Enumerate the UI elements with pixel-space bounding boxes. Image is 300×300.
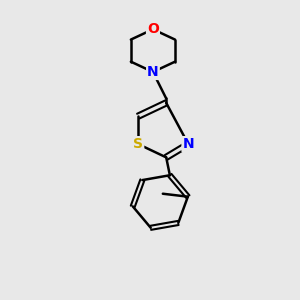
Text: N: N (147, 65, 159, 79)
Text: N: N (182, 137, 194, 151)
Text: O: O (147, 22, 159, 36)
Text: S: S (133, 137, 143, 151)
